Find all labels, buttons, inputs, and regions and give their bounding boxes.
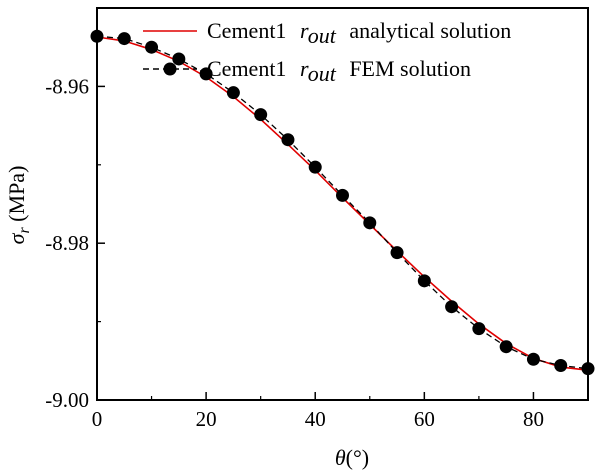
y-axis-title: σr (MPa)	[4, 166, 33, 245]
x-tick-label: 60	[414, 407, 435, 431]
legend-label-analytical: Cement1 rout analytical solution	[207, 18, 511, 48]
fem-data-point	[499, 340, 513, 354]
legend: Cement1 rout analytical solution Cement1…	[143, 18, 511, 86]
fem-data-point	[172, 52, 186, 66]
x-tick-label: 20	[196, 407, 217, 431]
fem-data-point	[554, 359, 568, 373]
axis-ticks: 0 20 40 60 80 -9.00 -8.98 -8.96	[45, 7, 544, 431]
series-layer	[90, 29, 595, 376]
fem-data-point	[199, 67, 213, 81]
fem-data-point	[581, 362, 595, 376]
y-tick-label: -8.98	[45, 231, 89, 255]
y-tick-label: -9.00	[45, 388, 89, 412]
fem-data-point	[145, 40, 159, 54]
fem-data-point	[226, 86, 240, 100]
legend-label-fem: Cement1 rout FEM solution	[207, 56, 471, 86]
fem-data-point	[417, 274, 431, 288]
fem-solution-line	[96, 35, 589, 370]
fem-data-point	[390, 246, 404, 260]
fem-data-point	[254, 108, 268, 122]
x-axis-title: θ(°)	[335, 445, 369, 470]
fem-data-point	[117, 32, 131, 46]
fem-data-point	[363, 216, 377, 230]
x-tick-label: 40	[305, 407, 326, 431]
fem-data-point	[90, 29, 104, 43]
y-tick-label: -8.96	[45, 74, 89, 98]
x-tick-label: 80	[523, 407, 544, 431]
x-tick-label: 0	[92, 407, 103, 431]
analytical-solution-line	[96, 36, 589, 372]
fem-data-point	[281, 133, 295, 147]
fem-data-point	[445, 300, 459, 314]
fem-data-point	[336, 188, 349, 202]
fem-data-point	[308, 160, 322, 174]
fem-data-point	[472, 322, 486, 336]
plot-frame	[96, 7, 589, 401]
fem-data-point	[526, 352, 540, 366]
legend-marker-fem	[163, 62, 177, 76]
